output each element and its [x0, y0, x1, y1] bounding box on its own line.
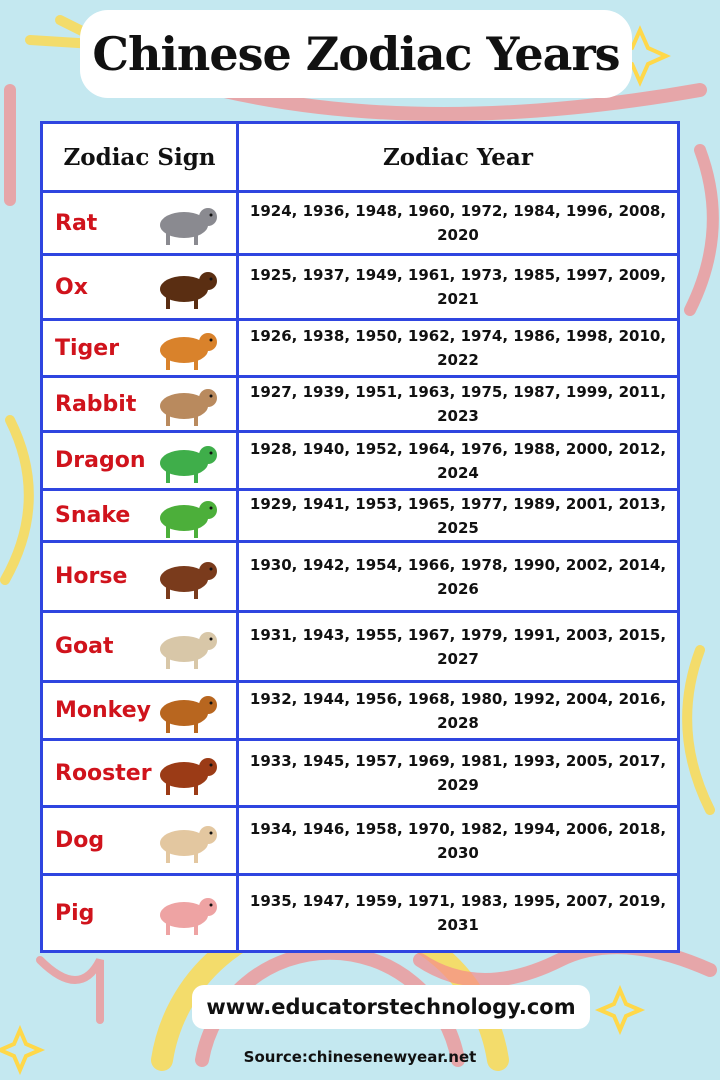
- sign-cell: Tiger: [43, 321, 239, 375]
- zodiac-years: 1933, 1945, 1957, 1969, 1981, 1993, 2005…: [249, 752, 667, 794]
- table-row: Rooster 1933, 1945, 1957, 1969, 1981, 19…: [43, 741, 677, 808]
- table-row: Dragon 1928, 1940, 1952, 1964, 1976, 198…: [43, 433, 677, 491]
- zodiac-years: 1929, 1941, 1953, 1965, 1977, 1989, 2001…: [249, 494, 667, 537]
- table-row: Pig 1935, 1947, 1959, 1971, 1983, 1995, …: [43, 876, 677, 950]
- table-row: Ox 1925, 1937, 1949, 1961, 1973, 1985, 1…: [43, 256, 677, 321]
- page-title: Chinese Zodiac Years: [92, 27, 620, 81]
- zodiac-table: Zodiac Sign Zodiac Year Rat 1924, 1936, …: [40, 121, 680, 953]
- rat-icon: [160, 208, 217, 245]
- sign-cell: Ox: [43, 256, 239, 318]
- table-row: Rat 1924, 1936, 1948, 1960, 1972, 1984, …: [43, 193, 677, 256]
- table-row: Rabbit 1927, 1939, 1951, 1963, 1975, 198…: [43, 378, 677, 433]
- zodiac-years: 1924, 1936, 1948, 1960, 1972, 1984, 1996…: [249, 202, 667, 244]
- sign-name: Monkey: [55, 698, 151, 723]
- zodiac-years: 1935, 1947, 1959, 1971, 1983, 1995, 2007…: [249, 892, 667, 934]
- sign-name: Rabbit: [55, 391, 137, 417]
- header-cell-year: Zodiac Year: [239, 124, 677, 190]
- sign-name: Dog: [55, 828, 105, 853]
- years-cell: 1930, 1942, 1954, 1966, 1978, 1990, 2002…: [239, 543, 677, 610]
- zodiac-years: 1930, 1942, 1954, 1966, 1978, 1990, 2002…: [249, 555, 667, 598]
- sign-cell: Snake: [43, 491, 239, 540]
- sign-cell: Rooster: [43, 741, 239, 805]
- horse-icon: [160, 561, 217, 599]
- header-cell-sign: Zodiac Sign: [43, 124, 239, 190]
- dog-icon: [160, 825, 217, 863]
- monkey-icon: [160, 695, 217, 733]
- years-cell: 1931, 1943, 1955, 1967, 1979, 1991, 2003…: [239, 613, 677, 680]
- sign-name: Ox: [55, 274, 88, 300]
- sign-name: Goat: [55, 634, 114, 659]
- sign-cell: Horse: [43, 543, 239, 610]
- sign-name: Snake: [55, 503, 131, 528]
- sign-cell: Dog: [43, 808, 239, 873]
- table-row: Tiger 1926, 1938, 1950, 1962, 1974, 1986…: [43, 321, 677, 378]
- sign-cell: Pig: [43, 876, 239, 950]
- table-row: Monkey 1932, 1944, 1956, 1968, 1980, 199…: [43, 683, 677, 741]
- zodiac-years: 1927, 1939, 1951, 1963, 1975, 1987, 1999…: [249, 383, 667, 425]
- years-cell: 1932, 1944, 1956, 1968, 1980, 1992, 2004…: [239, 683, 677, 738]
- zodiac-years: 1928, 1940, 1952, 1964, 1976, 1988, 2000…: [249, 439, 667, 482]
- sign-name: Rooster: [55, 760, 152, 786]
- goat-icon: [160, 631, 217, 669]
- table-row: Dog 1934, 1946, 1958, 1970, 1982, 1994, …: [43, 808, 677, 876]
- title-banner: Chinese Zodiac Years: [80, 10, 632, 98]
- years-cell: 1933, 1945, 1957, 1969, 1981, 1993, 2005…: [239, 741, 677, 805]
- years-cell: 1928, 1940, 1952, 1964, 1976, 1988, 2000…: [239, 433, 677, 488]
- pig-icon: [160, 898, 217, 935]
- zodiac-years: 1925, 1937, 1949, 1961, 1973, 1985, 1997…: [249, 266, 667, 308]
- source-credit: Source:chinesenewyear.net: [243, 1048, 477, 1066]
- sign-cell: Dragon: [43, 433, 239, 488]
- years-cell: 1927, 1939, 1951, 1963, 1975, 1987, 1999…: [239, 378, 677, 430]
- ox-icon: [160, 272, 217, 309]
- website-url[interactable]: www.educatorstechnology.com: [206, 995, 576, 1019]
- table-row: Horse 1930, 1942, 1954, 1966, 1978, 1990…: [43, 543, 677, 613]
- sign-name: Dragon: [55, 448, 146, 473]
- years-cell: 1925, 1937, 1949, 1961, 1973, 1985, 1997…: [239, 256, 677, 318]
- years-cell: 1934, 1946, 1958, 1970, 1982, 1994, 2006…: [239, 808, 677, 873]
- rooster-icon: [160, 758, 217, 795]
- sign-cell: Rat: [43, 193, 239, 253]
- sign-name: Tiger: [55, 335, 120, 361]
- sign-cell: Goat: [43, 613, 239, 680]
- zodiac-years: 1926, 1938, 1950, 1962, 1974, 1986, 1998…: [249, 327, 667, 369]
- years-cell: 1926, 1938, 1950, 1962, 1974, 1986, 1998…: [239, 321, 677, 375]
- table-row: Snake 1929, 1941, 1953, 1965, 1977, 1989…: [43, 491, 677, 543]
- zodiac-years: 1932, 1944, 1956, 1968, 1980, 1992, 2004…: [249, 689, 667, 732]
- sign-name: Pig: [55, 900, 95, 926]
- zodiac-years: 1931, 1943, 1955, 1967, 1979, 1991, 2003…: [249, 625, 667, 668]
- sign-name: Horse: [55, 564, 128, 589]
- sign-cell: Rabbit: [43, 378, 239, 430]
- dragon-icon: [160, 445, 217, 483]
- website-link[interactable]: www.educatorstechnology.com: [192, 985, 590, 1029]
- header-zodiac-year: Zodiac Year: [383, 143, 533, 171]
- sign-name: Rat: [55, 210, 98, 236]
- years-cell: 1929, 1941, 1953, 1965, 1977, 1989, 2001…: [239, 491, 677, 540]
- table-header-row: Zodiac Sign Zodiac Year: [43, 124, 677, 193]
- rabbit-icon: [160, 389, 217, 426]
- years-cell: 1924, 1936, 1948, 1960, 1972, 1984, 1996…: [239, 193, 677, 253]
- zodiac-years: 1934, 1946, 1958, 1970, 1982, 1994, 2006…: [249, 819, 667, 862]
- snake-icon: [160, 500, 217, 538]
- table-row: Goat 1931, 1943, 1955, 1967, 1979, 1991,…: [43, 613, 677, 683]
- years-cell: 1935, 1947, 1959, 1971, 1983, 1995, 2007…: [239, 876, 677, 950]
- sign-cell: Monkey: [43, 683, 239, 738]
- header-zodiac-sign: Zodiac Sign: [63, 143, 216, 171]
- tiger-icon: [160, 333, 217, 370]
